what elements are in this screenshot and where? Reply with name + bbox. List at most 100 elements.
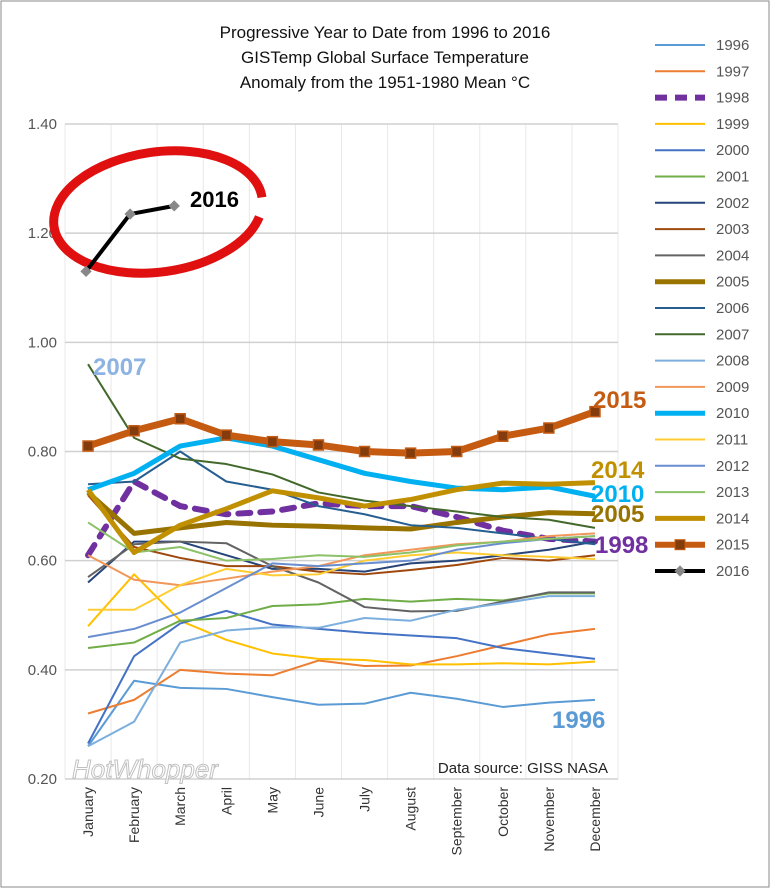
annotation-2005: 2005 xyxy=(591,501,644,528)
legend-item-2000: 2000 xyxy=(655,142,749,159)
data-point-2015 xyxy=(266,435,279,448)
legend-label: 2008 xyxy=(716,353,749,370)
legend-label: 2006 xyxy=(716,300,749,317)
series-line-2013 xyxy=(87,521,596,562)
legend-label: 2014 xyxy=(716,510,749,527)
data-point-2015 xyxy=(312,439,325,451)
data-point-2015 xyxy=(543,422,555,434)
x-tick-label: June xyxy=(310,787,326,818)
data-point-2015 xyxy=(589,405,601,418)
legend-label: 1997 xyxy=(716,63,749,80)
legend-label: 2016 xyxy=(716,563,749,580)
chart-title-line: Anomaly from the 1951-1980 Mean °C xyxy=(240,73,530,92)
chart-title-line: Progressive Year to Date from 1996 to 20… xyxy=(220,23,551,42)
legend-item-2009: 2009 xyxy=(655,379,749,396)
series-line-2004 xyxy=(87,540,595,613)
series-line-1997 xyxy=(87,627,596,715)
data-point-2015 xyxy=(497,430,509,442)
series-line-2011 xyxy=(88,551,596,611)
legend-label: 1998 xyxy=(716,90,749,107)
chart-title-line: GISTemp Global Surface Temperature xyxy=(241,48,529,67)
data-point-2015 xyxy=(82,440,94,452)
x-tick-label: February xyxy=(126,787,142,843)
x-tick-label: September xyxy=(449,787,465,856)
series-line-2003 xyxy=(87,494,596,576)
y-tick-label: 0.60 xyxy=(28,553,57,570)
annotation-1998: 1998 xyxy=(595,532,648,559)
y-tick-label: 1.20 xyxy=(28,225,57,242)
x-tick-label: November xyxy=(541,787,557,852)
annotation-2015: 2015 xyxy=(593,387,646,414)
legend-item-2007: 2007 xyxy=(655,326,749,343)
legend-marker xyxy=(674,565,686,577)
annotation-2010: 2010 xyxy=(591,481,644,508)
series-line-2015 xyxy=(86,408,597,457)
legend-item-2002: 2002 xyxy=(655,195,749,212)
highlight-ellipse xyxy=(49,146,267,278)
series-line-2000 xyxy=(87,609,596,744)
y-tick-label: 1.40 xyxy=(28,116,57,133)
x-tick-label: March xyxy=(172,787,188,826)
legend-item-2008: 2008 xyxy=(655,353,749,370)
x-tick-label: April xyxy=(218,787,234,815)
legend-item-2003: 2003 xyxy=(655,221,749,238)
y-tick-label: 0.80 xyxy=(28,444,57,461)
legend-label: 2010 xyxy=(716,405,749,422)
data-point-2015 xyxy=(128,425,140,437)
legend-label: 2013 xyxy=(716,484,749,501)
legend-item-2011: 2011 xyxy=(655,432,748,449)
series-line-2012 xyxy=(87,535,596,639)
y-tick-label: 0.20 xyxy=(28,771,57,788)
legend-item-2005: 2005 xyxy=(655,274,749,291)
x-tick-label: August xyxy=(403,787,419,831)
legend-label: 2003 xyxy=(716,221,749,238)
legend-label: 2015 xyxy=(716,537,749,554)
x-tick-label: December xyxy=(587,787,603,852)
data-point-2015 xyxy=(450,445,463,458)
legend-item-1996: 1996 xyxy=(655,37,749,54)
legend-label: 1999 xyxy=(716,116,749,133)
series-line-1998 xyxy=(85,478,598,559)
legend-label: 2004 xyxy=(716,247,749,264)
legend-label: 2012 xyxy=(716,458,749,475)
data-point-2015 xyxy=(404,447,417,459)
series-line-2007 xyxy=(87,363,596,529)
legend-item-2010: 2010 xyxy=(655,405,749,422)
x-tick-label: October xyxy=(495,787,511,837)
watermark-logo: HotWhopper xyxy=(72,754,219,784)
legend-item-2001: 2001 xyxy=(655,169,749,186)
x-tick-label: July xyxy=(357,787,373,812)
legend-item-1998: 1998 xyxy=(655,90,749,107)
legend-label: 2009 xyxy=(716,379,749,396)
legend-item-2015: 2015 xyxy=(655,537,749,554)
legend-item-2016: 2016 xyxy=(655,563,749,580)
series-line-2010 xyxy=(87,435,596,499)
data-point-2015 xyxy=(174,413,186,425)
legend-item-2012: 2012 xyxy=(655,458,749,475)
legend-label: 2000 xyxy=(716,142,749,159)
legend-label: 2011 xyxy=(716,432,748,449)
series-line-2014 xyxy=(86,480,596,555)
legend-item-1997: 1997 xyxy=(655,63,749,80)
y-tick-label: 1.00 xyxy=(28,334,57,351)
legend-marker xyxy=(674,539,686,551)
data-point-2016 xyxy=(168,200,180,212)
annotation-1996: 1996 xyxy=(552,707,605,734)
data-point-2015 xyxy=(220,429,233,441)
annotation-2014: 2014 xyxy=(591,457,645,484)
series-line-1999 xyxy=(87,573,596,666)
data-point-2015 xyxy=(358,445,371,458)
annotation-2007: 2007 xyxy=(93,354,146,381)
series-line-2006 xyxy=(87,450,596,546)
source-note: Data source: GISS NASA xyxy=(438,760,608,777)
legend-item-2014: 2014 xyxy=(655,510,749,527)
legend-label: 2007 xyxy=(716,326,749,343)
annotation-2016: 2016 xyxy=(190,187,239,212)
legend-label: 1996 xyxy=(716,37,749,54)
legend-label: 2005 xyxy=(716,274,749,291)
legend-label: 2001 xyxy=(716,169,749,186)
legend-item-2006: 2006 xyxy=(655,300,749,317)
